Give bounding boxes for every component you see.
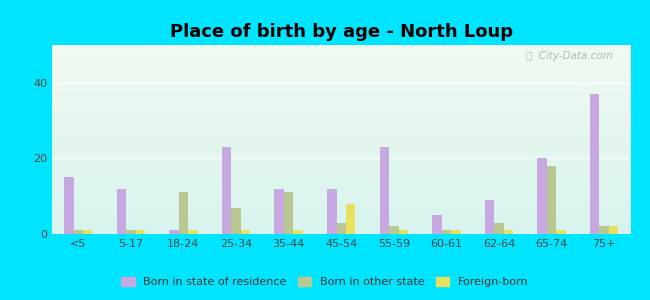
Bar	[179, 192, 188, 234]
Bar	[274, 189, 284, 234]
Bar	[136, 230, 145, 234]
Text: ⓘ  City-Data.com: ⓘ City-Data.com	[526, 51, 613, 61]
Bar	[451, 230, 461, 234]
Bar	[547, 166, 556, 234]
Bar	[380, 147, 389, 234]
Bar	[240, 230, 250, 234]
Bar	[432, 215, 442, 234]
Bar	[284, 192, 293, 234]
Bar	[188, 230, 198, 234]
Bar	[494, 223, 504, 234]
Bar	[389, 226, 398, 234]
Bar	[117, 189, 126, 234]
Bar	[609, 226, 618, 234]
Bar	[327, 189, 337, 234]
Bar	[83, 230, 92, 234]
Bar	[337, 223, 346, 234]
Legend: Born in state of residence, Born in other state, Foreign-born: Born in state of residence, Born in othe…	[117, 272, 533, 291]
Bar	[231, 208, 240, 234]
Bar	[64, 177, 73, 234]
Bar	[485, 200, 494, 234]
Bar	[126, 230, 136, 234]
Bar	[538, 158, 547, 234]
Bar	[590, 94, 599, 234]
Bar	[169, 230, 179, 234]
Bar	[222, 147, 231, 234]
Bar	[599, 226, 609, 234]
Bar	[293, 230, 303, 234]
Bar	[73, 230, 83, 234]
Bar	[398, 230, 408, 234]
Bar	[442, 230, 451, 234]
Bar	[504, 230, 514, 234]
Bar	[556, 230, 566, 234]
Title: Place of birth by age - North Loup: Place of birth by age - North Loup	[170, 23, 513, 41]
Bar	[346, 204, 356, 234]
